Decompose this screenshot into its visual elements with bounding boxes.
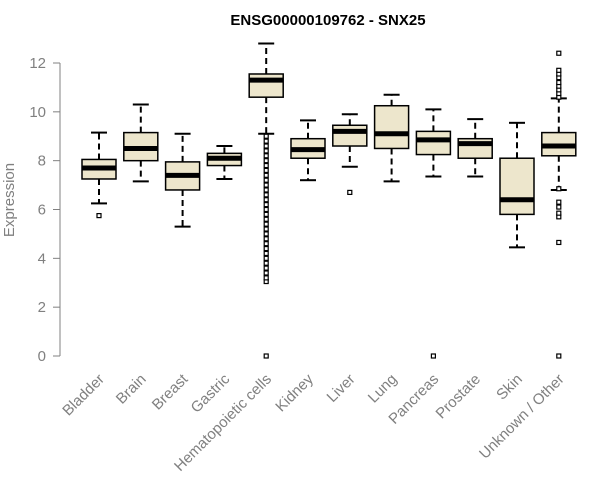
box-iqr (373, 104, 410, 150)
x-tick-label: Skin (493, 371, 526, 404)
outlier-point (263, 221, 269, 227)
outlier-point (263, 143, 269, 149)
outlier-point (96, 213, 102, 219)
outlier-point (263, 148, 269, 154)
outlier-point (263, 265, 269, 271)
x-tick-label: Lung (365, 371, 401, 407)
outlier-point (556, 186, 562, 192)
box-9 (457, 118, 493, 178)
x-tick-label: Prostate (432, 371, 484, 423)
x-tick-label: Kidney (272, 370, 317, 415)
y-tick-label: 4 (38, 250, 46, 267)
outlier-point (556, 210, 562, 216)
outlier-point (556, 204, 562, 210)
outlier-point (263, 226, 269, 232)
outlier-point (263, 231, 269, 237)
y-axis-label: Expression (1, 163, 18, 237)
outlier-point (263, 182, 269, 188)
outlier-point (263, 236, 269, 242)
box-3 (206, 145, 243, 180)
box-iqr (499, 157, 535, 216)
y-tick-label: 0 (38, 348, 46, 365)
outlier-point (263, 241, 269, 247)
boxes-layer (81, 42, 577, 359)
box-8 (415, 108, 452, 359)
box-2 (164, 132, 201, 228)
outlier-point (263, 206, 269, 213)
outlier-point (556, 239, 562, 246)
chart-title: ENSG00000109762 - SNX25 (230, 12, 425, 29)
y-tick-label: 2 (38, 299, 46, 316)
box-iqr (332, 124, 368, 147)
y-axis: 0 2 4 6 8 10 12 (29, 55, 61, 365)
outlier-point (556, 79, 562, 86)
y-tick-label: 6 (38, 202, 46, 219)
outlier-point (263, 187, 269, 193)
box-4 (248, 42, 284, 359)
box-0 (81, 131, 117, 219)
x-tick-label: Bladder (59, 371, 108, 420)
outlier-point (263, 211, 269, 217)
box-10 (499, 121, 535, 249)
outlier-point (556, 50, 562, 56)
outlier-point (263, 138, 269, 144)
x-tick-label: Breast (149, 370, 192, 413)
outlier-point (263, 255, 269, 261)
box-iqr (248, 73, 284, 98)
outlier-point (263, 260, 269, 266)
outlier-point (263, 250, 269, 257)
box-5 (290, 119, 326, 182)
outlier-point (556, 353, 562, 359)
outlier-point (263, 133, 269, 139)
box-7 (373, 93, 410, 183)
outlier-point (263, 167, 269, 174)
outlier-point (263, 162, 269, 169)
outlier-point (263, 192, 269, 198)
y-tick-label: 10 (29, 104, 46, 121)
outlier-point (263, 153, 269, 159)
box-iqr (415, 130, 452, 156)
outlier-point (263, 177, 269, 183)
outlier-point (263, 197, 269, 203)
y-tick-label: 8 (38, 153, 46, 170)
box-1 (123, 103, 159, 183)
box-11 (541, 50, 577, 359)
outlier-point (556, 199, 562, 205)
outlier-point (263, 158, 269, 164)
box-6 (332, 113, 368, 196)
outlier-point (263, 245, 269, 252)
outlier-point (263, 202, 269, 208)
x-tick-label: Brain (113, 371, 150, 408)
outlier-point (430, 353, 436, 359)
outlier-point (263, 216, 269, 222)
outlier-point (263, 275, 269, 281)
x-tick-label: Liver (324, 371, 359, 406)
outlier-point (263, 353, 269, 359)
outlier-point (556, 67, 562, 73)
outlier-point (263, 270, 269, 276)
y-tick-label: 12 (29, 55, 46, 72)
outlier-point (263, 172, 269, 178)
outlier-point (347, 189, 353, 196)
